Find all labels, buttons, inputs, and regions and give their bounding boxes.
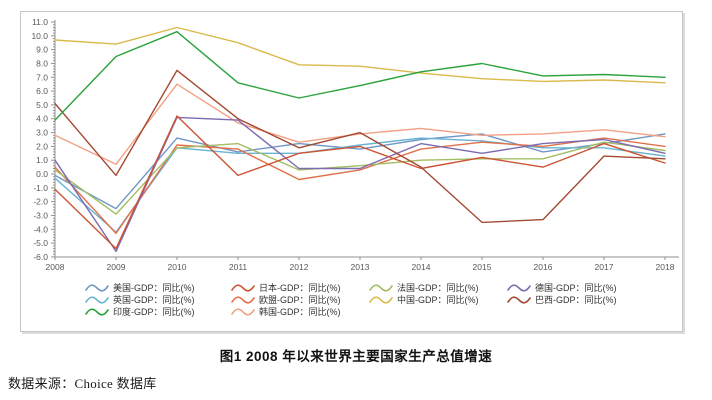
series-line bbox=[54, 115, 666, 250]
y-axis-tick-label: -4.0 bbox=[33, 224, 48, 234]
x-axis-tick-label: 2012 bbox=[290, 262, 309, 272]
y-axis-tick-label: 7.0 bbox=[36, 72, 48, 82]
y-axis-tick-label: -3.0 bbox=[33, 210, 48, 220]
y-axis-tick-label: 9.0 bbox=[36, 45, 48, 55]
x-axis-tick-label: 2018 bbox=[656, 262, 675, 272]
x-axis-tick-label: 2010 bbox=[168, 262, 187, 272]
y-axis-tick-label: 2.0 bbox=[36, 141, 48, 151]
gdp-line-chart: 11.0 10.0 9.0 8.0 7.0 6.0 5.0 4.0 3.0 2.0 1.0 0.0 -1… bbox=[31, 17, 679, 272]
y-axis-tick-label: 10.0 bbox=[31, 31, 48, 41]
y-axis-tick-label: -5.0 bbox=[33, 238, 48, 248]
series-line bbox=[54, 141, 666, 215]
series-line bbox=[54, 69, 666, 224]
y-axis-tick-label: 4.0 bbox=[36, 114, 48, 124]
series-line bbox=[54, 26, 666, 84]
x-axis-tick-label: 2017 bbox=[595, 262, 614, 272]
series-line bbox=[54, 31, 666, 121]
x-axis-tick-label: 2011 bbox=[229, 262, 248, 272]
figure-caption: 图1 2008 年以来世界主要国家生产总值增速 bbox=[219, 349, 493, 364]
y-axis-tick-label: -2.0 bbox=[33, 197, 48, 207]
series-line bbox=[54, 116, 666, 253]
series-line bbox=[54, 137, 666, 233]
x-axis-tick-label: 2016 bbox=[534, 262, 553, 272]
y-axis-tick-label: 5.0 bbox=[36, 100, 48, 110]
y-axis-tick-label: 6.0 bbox=[36, 86, 48, 96]
x-axis-tick-label: 2015 bbox=[473, 262, 492, 272]
y-axis-tick-label: 1.0 bbox=[36, 155, 48, 165]
y-axis-tick-label: 8.0 bbox=[36, 58, 48, 68]
x-axis-tick-label: 2009 bbox=[107, 262, 126, 272]
y-axis-tick-label: -6.0 bbox=[33, 252, 48, 262]
data-source-note: 数据来源：Choice 数据库 bbox=[8, 376, 157, 391]
x-axis-tick-label: 2008 bbox=[46, 262, 65, 272]
y-axis-tick-label: 3.0 bbox=[36, 128, 48, 138]
x-axis-tick-label: 2014 bbox=[412, 262, 431, 272]
y-axis-tick-label: 11.0 bbox=[32, 17, 48, 27]
x-axis-tick-label: 2013 bbox=[351, 262, 370, 272]
series-line bbox=[54, 137, 666, 235]
series-line bbox=[54, 83, 666, 166]
y-axis-tick-label: -1.0 bbox=[33, 183, 48, 193]
gdp-chart-panel: 11.0 10.0 9.0 8.0 7.0 6.0 5.0 4.0 3.0 2.0 1.0 0.0 -1… bbox=[20, 11, 683, 332]
y-axis-tick-label: 0.0 bbox=[36, 169, 48, 179]
